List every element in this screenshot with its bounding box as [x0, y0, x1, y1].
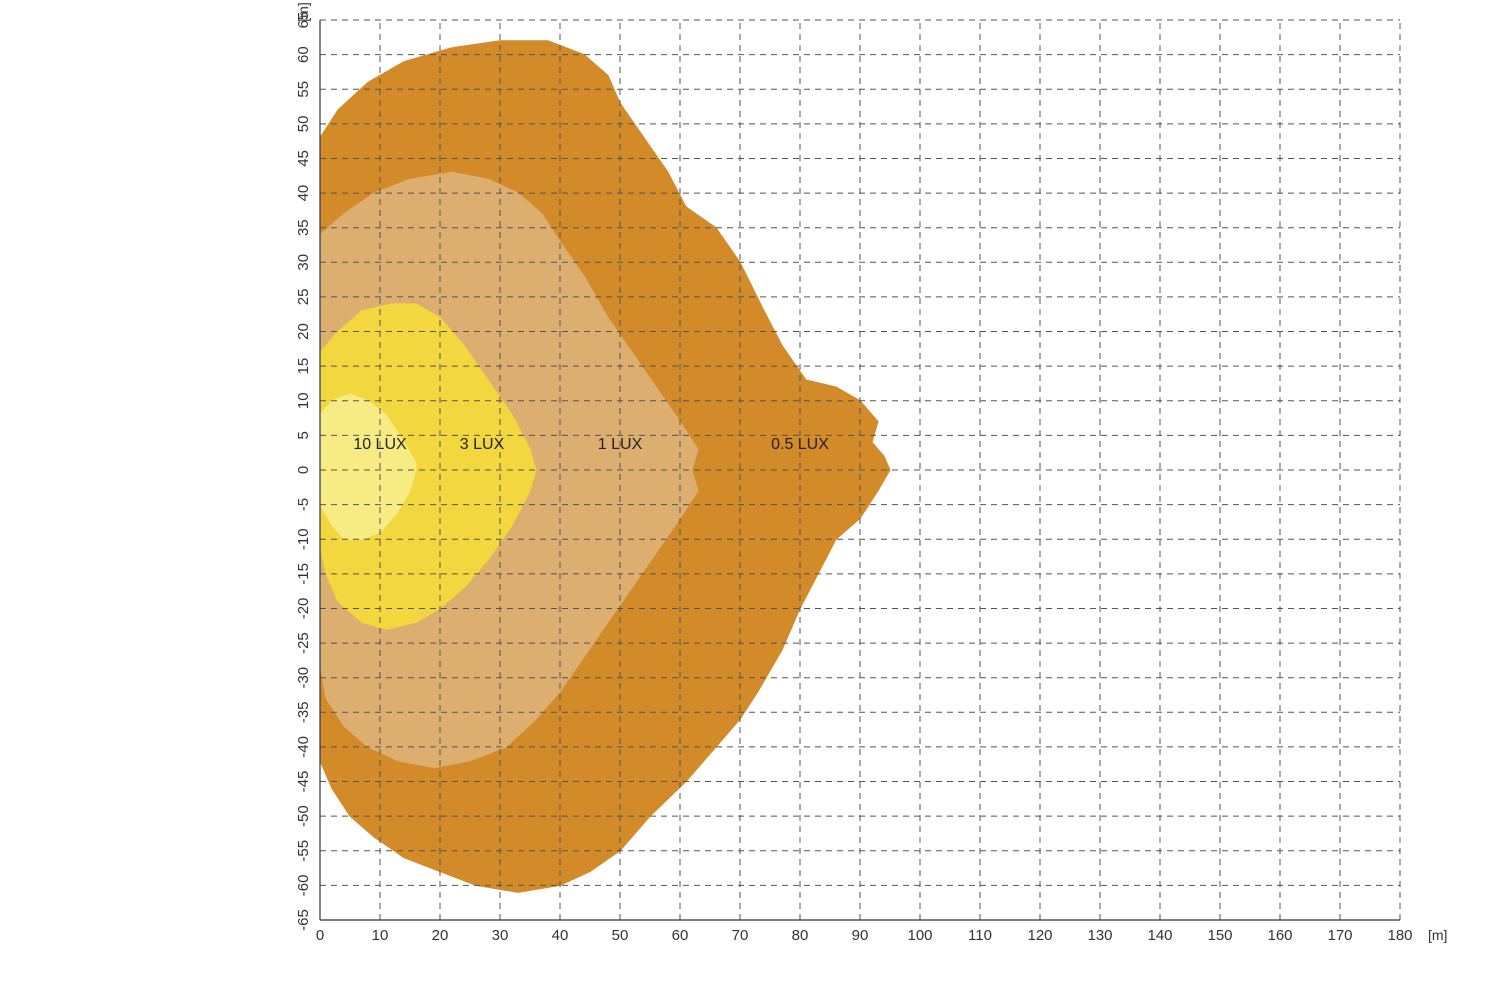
y-tick-label: 50 — [295, 116, 312, 133]
isolux-chart: 0102030405060708090100110120130140150160… — [0, 0, 1500, 1000]
x-tick-label: 140 — [1147, 927, 1172, 944]
y-tick-label: -10 — [295, 528, 312, 550]
y-tick-label: -25 — [295, 632, 312, 654]
y-tick-label: 20 — [295, 323, 312, 340]
contour-label-3: 3 LUX — [460, 436, 505, 453]
y-tick-label: 5 — [295, 431, 312, 439]
y-tick-label: 55 — [295, 81, 312, 98]
x-tick-label: 150 — [1207, 927, 1232, 944]
y-axis-unit: [m] — [295, 2, 311, 21]
y-tick-label: 35 — [295, 219, 312, 236]
x-tick-label: 90 — [852, 927, 869, 944]
y-tick-label: -40 — [295, 736, 312, 758]
x-tick-label: 130 — [1087, 927, 1112, 944]
x-tick-label: 100 — [907, 927, 932, 944]
y-tick-label: 45 — [295, 150, 312, 167]
x-tick-label: 170 — [1327, 927, 1352, 944]
y-tick-label: 60 — [295, 46, 312, 63]
y-tick-label: -60 — [295, 875, 312, 897]
y-tick-label: 40 — [295, 185, 312, 202]
x-tick-label: 110 — [968, 927, 992, 944]
x-tick-label: 10 — [372, 927, 389, 944]
y-tick-label: -50 — [295, 805, 312, 827]
y-tick-label: -35 — [295, 701, 312, 723]
y-tick-label: 0 — [295, 466, 312, 474]
x-tick-label: 180 — [1387, 927, 1412, 944]
y-tick-label: -30 — [295, 667, 312, 689]
x-axis-unit: [m] — [1428, 927, 1447, 943]
x-tick-label: 40 — [552, 927, 569, 944]
x-tick-label: 60 — [672, 927, 689, 944]
y-tick-label: 30 — [295, 254, 312, 271]
y-tick-label: -15 — [295, 563, 312, 585]
y-tick-label: -20 — [295, 598, 312, 620]
x-tick-label: 160 — [1267, 927, 1292, 944]
y-tick-label: -65 — [295, 909, 312, 931]
contour-label-10: 10 LUX — [353, 436, 407, 453]
x-tick-label: 30 — [492, 927, 509, 944]
x-tick-label: 20 — [432, 927, 449, 944]
x-tick-label: 0 — [316, 927, 324, 944]
y-tick-label: -5 — [295, 498, 312, 511]
chart-svg: 0102030405060708090100110120130140150160… — [0, 0, 1500, 1000]
y-tick-label: 15 — [295, 358, 312, 375]
y-tick-label: -55 — [295, 840, 312, 862]
x-tick-label: 50 — [612, 927, 629, 944]
x-tick-label: 70 — [732, 927, 749, 944]
y-tick-label: -45 — [295, 771, 312, 793]
contour-label-0.5: 0.5 LUX — [771, 436, 829, 453]
contour-label-1: 1 LUX — [598, 436, 643, 453]
x-tick-label: 120 — [1027, 927, 1052, 944]
y-tick-label: 10 — [295, 392, 312, 409]
y-tick-label: 25 — [295, 289, 312, 306]
x-tick-label: 80 — [792, 927, 809, 944]
